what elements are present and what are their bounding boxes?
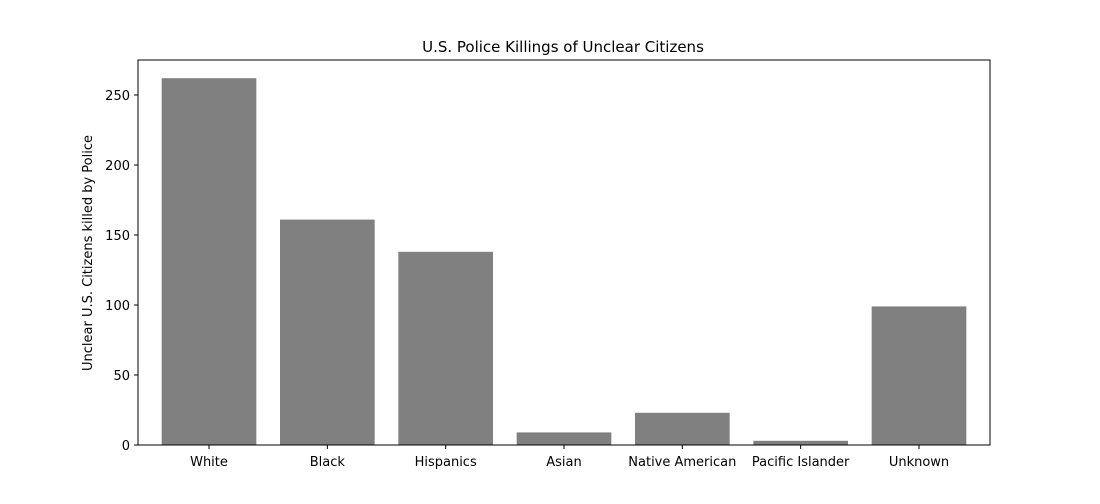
y-tick-label: 150 [105, 229, 130, 244]
x-axis-ticks: White Black Hispanics Asian Native American P… [190, 445, 949, 470]
y-tick-label: 250 [105, 89, 130, 104]
x-tick-label-pacific-islander: Pacific Islander [752, 455, 850, 470]
y-axis-ticks: 0 50 100 150 200 250 [105, 89, 138, 454]
chart-title: U.S. Police Killings of Unclear Citizens [422, 38, 704, 56]
x-tick-label-asian: Asian [546, 455, 581, 470]
bar-black [280, 219, 375, 445]
bars-layer [161, 78, 967, 445]
y-axis-label: Unclear U.S. Citizens killed by Police [81, 135, 96, 371]
x-tick-label-native-american: Native American [628, 455, 736, 470]
bar-pacific-islander [753, 440, 848, 445]
y-tick-label: 50 [113, 369, 130, 384]
bar-asian [516, 432, 612, 445]
y-tick-label: 0 [122, 439, 130, 454]
plot-area-frame [137, 59, 991, 446]
bar-white [161, 78, 257, 445]
y-tick-label: 100 [105, 299, 130, 314]
bar-unknown [871, 306, 967, 445]
x-tick-label-unknown: Unknown [889, 455, 949, 470]
y-tick-label: 200 [105, 159, 130, 174]
x-tick-label-white: White [190, 455, 228, 470]
bar-hispanics [398, 251, 493, 445]
bar-native-american [635, 412, 730, 445]
x-tick-label-black: Black [310, 455, 346, 470]
x-tick-label-hispanics: Hispanics [415, 455, 477, 470]
